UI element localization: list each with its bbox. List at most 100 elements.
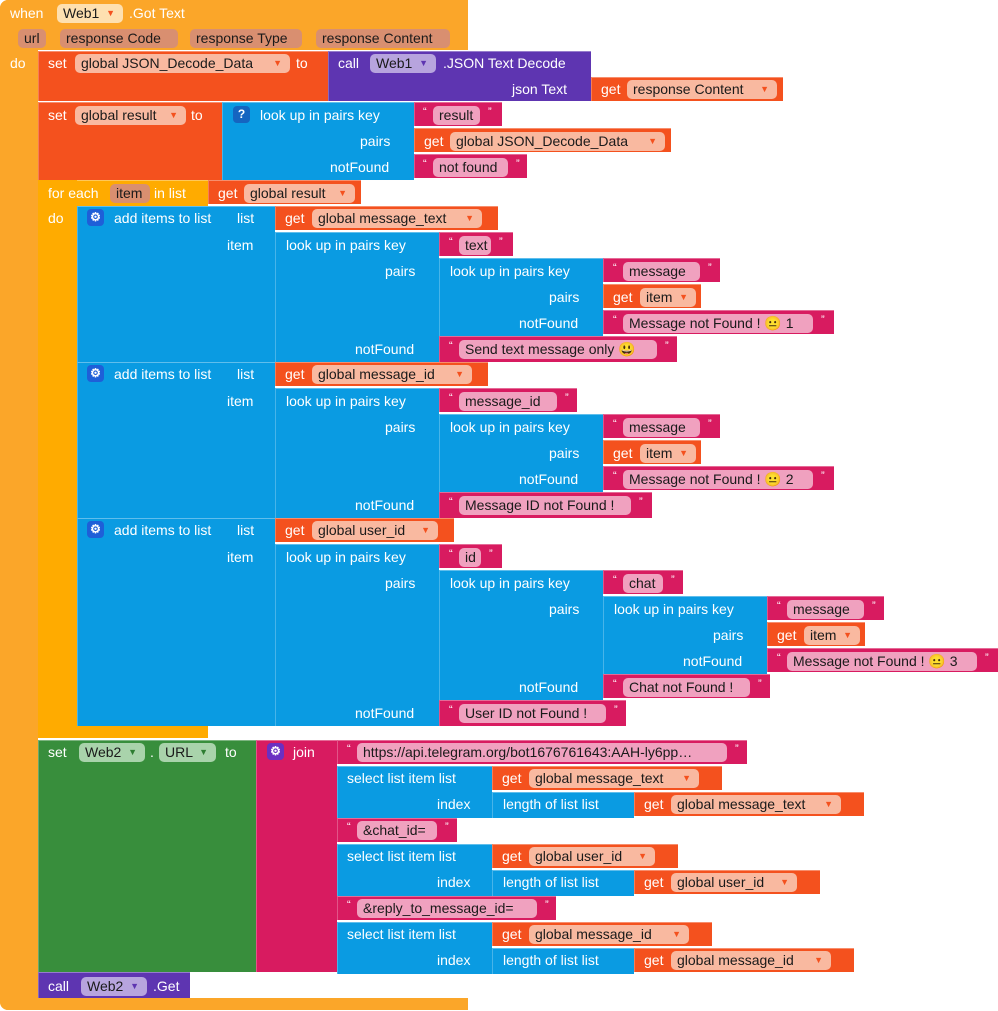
dropdown-arrow-icon[interactable]: ▼ [455, 369, 464, 379]
variable-dropdown[interactable]: global JSON_Decode_Data ▼ [75, 54, 290, 73]
string-field[interactable]: message_id [459, 392, 557, 411]
dropdown-arrow-icon[interactable]: ▼ [672, 929, 681, 939]
string-field[interactable]: message [623, 418, 700, 437]
string-field[interactable]: not found [433, 158, 508, 177]
dropdown-arrow-icon[interactable]: ▼ [128, 747, 137, 757]
dropdown-arrow-icon[interactable]: ▼ [419, 58, 428, 68]
dropdown-arrow-icon[interactable]: ▼ [106, 8, 115, 18]
url-string-field[interactable]: https://api.telegram.org/bot1676761643:A… [357, 743, 727, 762]
dropdown-arrow-icon[interactable]: ▼ [638, 851, 647, 861]
dropdown-arrow-icon[interactable]: ▼ [421, 525, 430, 535]
inner-lookup-block[interactable] [603, 596, 767, 674]
mutator-gear-icon[interactable]: ⚙ [87, 521, 104, 538]
component-dropdown[interactable]: Web2 ▼ [79, 743, 145, 762]
length-of-list-block[interactable] [492, 792, 634, 818]
do-label: do [10, 55, 26, 71]
dropdown-arrow-icon[interactable]: ▼ [169, 110, 178, 120]
string-field[interactable]: Send text message only 😃 [459, 340, 657, 359]
dropdown-value: item [646, 445, 673, 461]
string-field[interactable]: Chat not Found ! [623, 678, 750, 697]
variable-dropdown[interactable]: global JSON_Decode_Data ▼ [450, 132, 665, 151]
dropdown-arrow-icon[interactable]: ▼ [760, 84, 769, 94]
string-field[interactable]: Message ID not Found ! [459, 496, 631, 515]
inner-lookup-block[interactable] [439, 258, 603, 336]
dropdown-arrow-icon[interactable]: ▼ [199, 747, 208, 757]
inner-lookup-block[interactable] [439, 414, 603, 492]
dropdown-arrow-icon[interactable]: ▼ [780, 877, 789, 887]
mutator-gear-icon[interactable]: ⚙ [267, 743, 284, 760]
length-of-list-block[interactable] [492, 948, 634, 974]
variable-dropdown[interactable]: global message_text ▼ [312, 209, 482, 228]
mutator-gear-icon[interactable]: ⚙ [87, 209, 104, 226]
string-field[interactable]: id [459, 548, 481, 567]
string-field[interactable]: text [459, 236, 491, 255]
dropdown-value: chat [629, 575, 656, 591]
string-field[interactable]: chat [623, 574, 663, 593]
dropdown-arrow-icon[interactable]: ▼ [843, 630, 852, 640]
label: index [437, 874, 471, 890]
string-field[interactable]: message [787, 600, 864, 619]
variable-dropdown[interactable]: global message_text ▼ [529, 769, 699, 788]
inner-lookup-block[interactable] [439, 570, 603, 700]
label: pairs [713, 627, 744, 643]
dropdown-arrow-icon[interactable]: ▼ [814, 955, 823, 965]
lookup-in-pairs-block[interactable] [275, 232, 439, 362]
string-field[interactable]: Message not Found ! 😐 2 [623, 470, 813, 489]
event-block-left-rail[interactable] [0, 0, 38, 1010]
variable-dropdown[interactable]: global user_id ▼ [312, 521, 438, 540]
select-list-item-block[interactable] [337, 844, 492, 896]
dropdown-arrow-icon[interactable]: ▼ [682, 773, 691, 783]
string-field[interactable]: &reply_to_message_id= [357, 899, 537, 918]
lookup-in-pairs-block[interactable] [275, 544, 439, 726]
dropdown-arrow-icon[interactable]: ▼ [824, 799, 833, 809]
string-field[interactable]: message [623, 262, 700, 281]
variable-dropdown[interactable]: item ▼ [804, 626, 860, 645]
variable-dropdown[interactable]: global message_id ▼ [529, 925, 689, 944]
add-items-to-list-block[interactable] [77, 206, 275, 362]
event-block-bottom[interactable] [0, 998, 468, 1010]
variable-dropdown[interactable]: global message_id ▼ [312, 365, 472, 384]
lookup-in-pairs-block[interactable] [275, 388, 439, 518]
dropdown-arrow-icon[interactable]: ▼ [679, 292, 688, 302]
help-icon[interactable]: ? [233, 106, 250, 123]
get-label: get [644, 874, 664, 890]
dropdown-arrow-icon[interactable]: ▼ [465, 213, 474, 223]
string-field[interactable]: result [433, 106, 480, 125]
string-field[interactable]: Message not Found ! 😐 1 [623, 314, 813, 333]
label: . [150, 744, 154, 760]
string-field[interactable]: &chat_id= [357, 821, 437, 840]
variable-dropdown[interactable]: global user_id ▼ [529, 847, 655, 866]
set-web2-url-block[interactable] [38, 740, 256, 972]
dropdown-arrow-icon[interactable]: ▼ [273, 58, 282, 68]
dropdown-arrow-icon[interactable]: ▼ [679, 448, 688, 458]
string-field[interactable]: Message not Found ! 😐 3 [787, 652, 977, 671]
mutator-gear-icon[interactable]: ⚙ [87, 365, 104, 382]
add-items-to-list-block[interactable] [77, 362, 275, 518]
component-dropdown[interactable]: Web1 ▼ [57, 4, 123, 23]
variable-dropdown[interactable]: global result ▼ [75, 106, 186, 125]
component-dropdown[interactable]: Web2 ▼ [81, 977, 147, 996]
variable-dropdown[interactable]: global message_text ▼ [671, 795, 841, 814]
variable-dropdown[interactable]: item ▼ [640, 288, 696, 307]
for-each-rail[interactable] [38, 180, 77, 738]
variable-dropdown[interactable]: global message_id ▼ [671, 951, 831, 970]
component-dropdown[interactable]: Web1 ▼ [370, 54, 436, 73]
lookup-in-pairs-block[interactable] [222, 102, 414, 180]
select-list-item-block[interactable] [337, 922, 492, 974]
dropdown-arrow-icon[interactable]: ▼ [338, 188, 347, 198]
variable-dropdown[interactable]: response Content ▼ [627, 80, 777, 99]
join-block[interactable] [256, 740, 337, 972]
variable-dropdown[interactable]: global user_id ▼ [671, 873, 797, 892]
dropdown-arrow-icon[interactable]: ▼ [648, 136, 657, 146]
for-each-bottom[interactable] [38, 725, 208, 738]
property-dropdown[interactable]: URL ▼ [159, 743, 216, 762]
variable-dropdown[interactable]: global result ▼ [244, 184, 355, 203]
select-list-item-block[interactable] [337, 766, 492, 818]
label: pairs [385, 263, 416, 279]
dropdown-arrow-icon[interactable]: ▼ [130, 981, 139, 991]
string-field[interactable]: User ID not Found ! [459, 704, 606, 723]
length-of-list-block[interactable] [492, 870, 634, 896]
dropdown-value: global user_id [677, 874, 765, 890]
variable-dropdown[interactable]: item ▼ [640, 444, 696, 463]
add-items-to-list-block[interactable] [77, 518, 275, 726]
